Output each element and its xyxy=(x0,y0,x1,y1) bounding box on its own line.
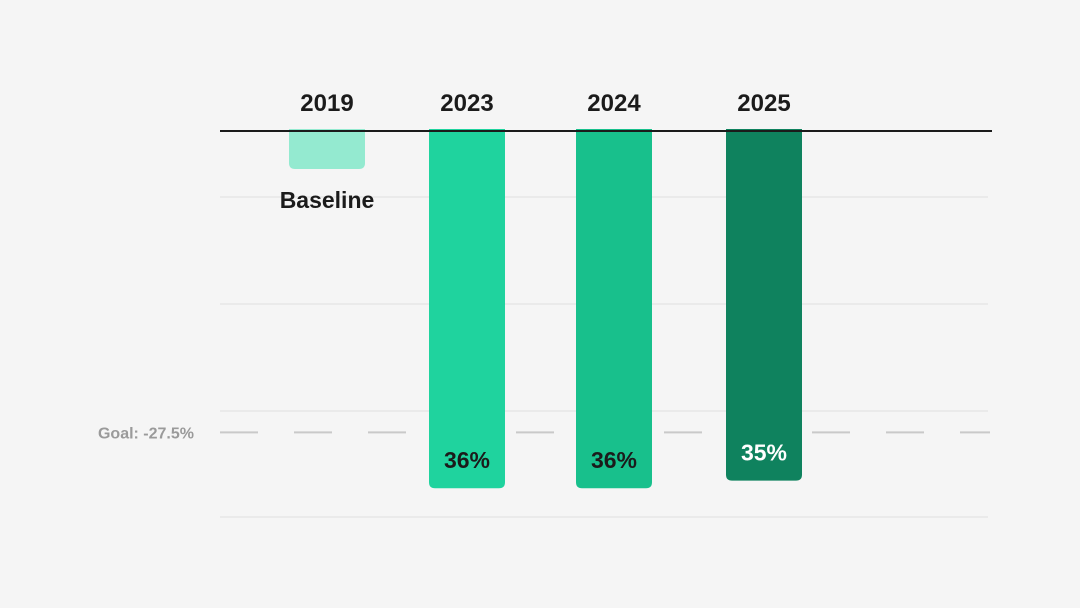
bar-2025 xyxy=(726,129,802,481)
bar-2024 xyxy=(576,129,652,489)
category-labels: 2019 2023 2024 2025 xyxy=(300,90,790,117)
category-label-2019: 2019 xyxy=(300,90,353,117)
bar-2019 xyxy=(289,129,365,169)
bar-2023 xyxy=(429,129,505,489)
category-label-2025: 2025 xyxy=(737,90,790,117)
bars xyxy=(289,129,802,489)
category-label-2024: 2024 xyxy=(587,90,641,117)
category-label-2023: 2023 xyxy=(440,90,493,117)
bar-label-2019: Baseline xyxy=(280,187,375,213)
bar-label-2023: 36% xyxy=(444,447,490,473)
bar-label-2024: 36% xyxy=(591,447,637,473)
goal-label: Goal: -27.5% xyxy=(98,425,194,442)
bar-value-labels: Baseline 36% 36% 35% xyxy=(280,187,787,473)
bar-label-2025: 35% xyxy=(741,440,787,466)
